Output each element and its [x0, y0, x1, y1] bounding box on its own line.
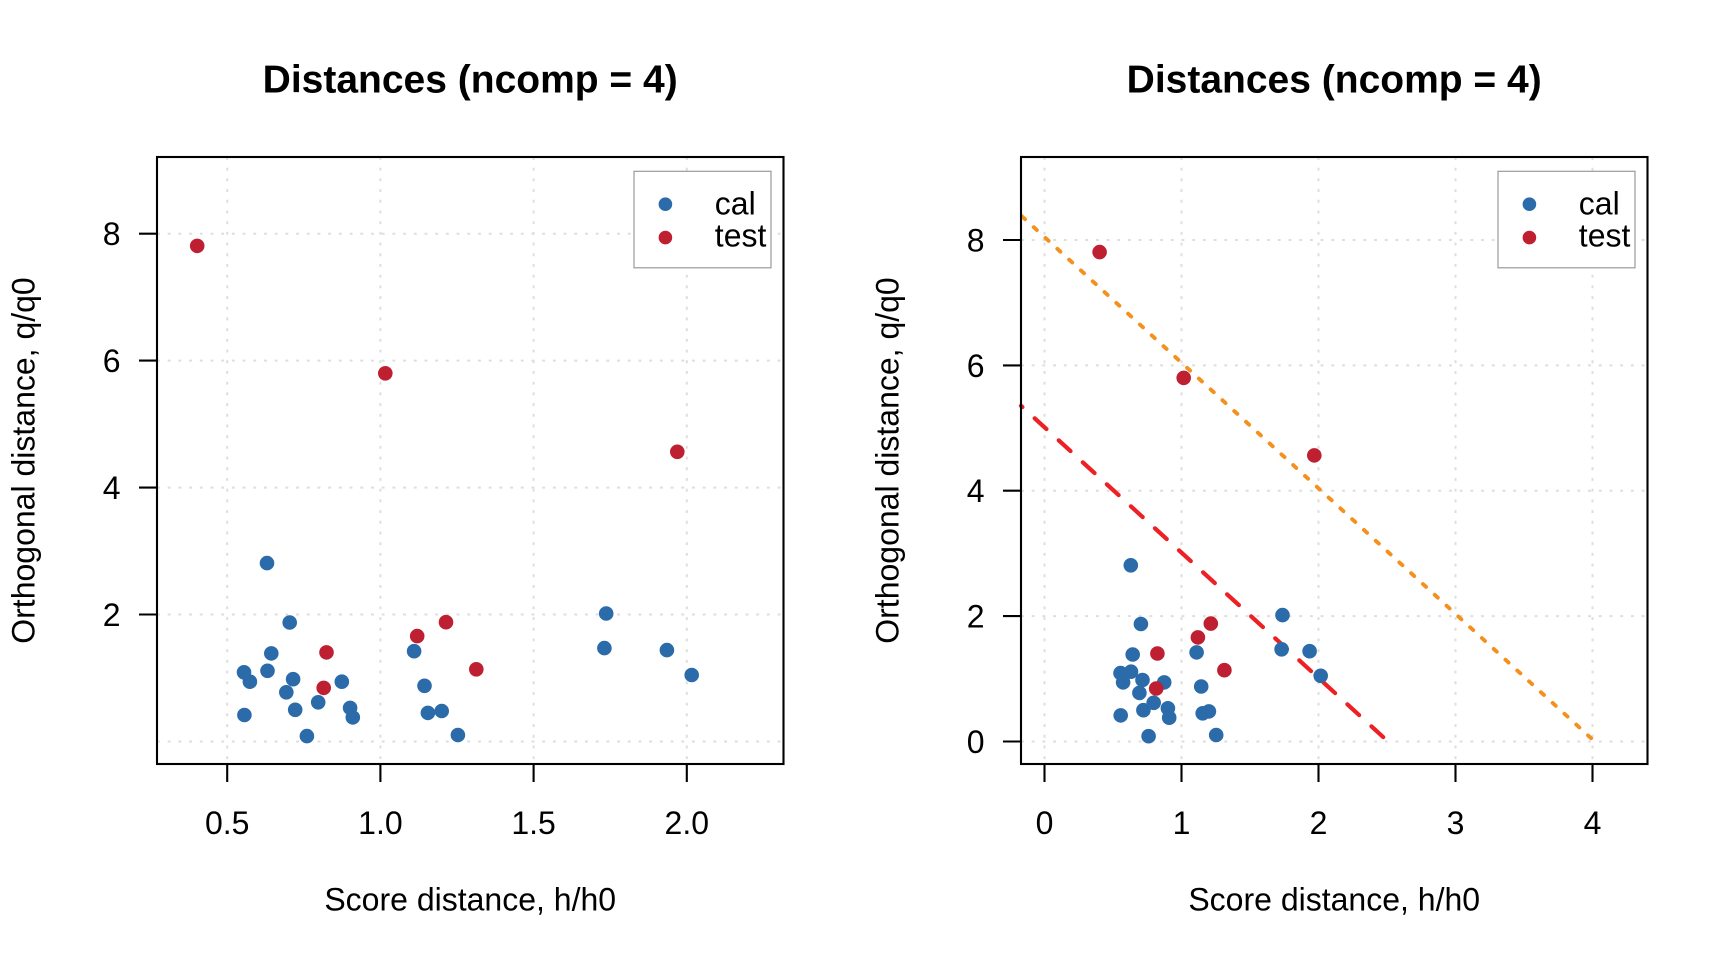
svg-text:test: test — [715, 218, 767, 254]
svg-text:2: 2 — [967, 599, 985, 635]
svg-text:2.0: 2.0 — [665, 805, 709, 841]
svg-text:0: 0 — [1036, 805, 1054, 841]
svg-text:Distances (ncomp = 4): Distances (ncomp = 4) — [263, 59, 678, 102]
svg-text:4: 4 — [1584, 805, 1602, 841]
svg-text:1: 1 — [1173, 805, 1191, 841]
svg-text:1.0: 1.0 — [358, 805, 402, 841]
svg-text:2: 2 — [103, 597, 121, 633]
svg-text:3: 3 — [1447, 805, 1465, 841]
svg-text:cal: cal — [1579, 186, 1620, 222]
svg-text:cal: cal — [715, 186, 756, 222]
svg-text:8: 8 — [103, 216, 121, 252]
svg-text:Score distance, h/h0: Score distance, h/h0 — [1188, 882, 1480, 918]
svg-text:Distances (ncomp = 4): Distances (ncomp = 4) — [1127, 59, 1542, 102]
svg-text:0: 0 — [967, 724, 985, 760]
svg-text:0.5: 0.5 — [205, 805, 249, 841]
svg-text:Orthogonal distance, q/q0: Orthogonal distance, q/q0 — [870, 277, 906, 643]
svg-text:6: 6 — [967, 348, 985, 384]
svg-text:8: 8 — [967, 223, 985, 259]
svg-text:1.5: 1.5 — [511, 805, 555, 841]
svg-text:test: test — [1579, 218, 1631, 254]
svg-text:4: 4 — [103, 470, 121, 506]
svg-text:Score distance, h/h0: Score distance, h/h0 — [324, 882, 616, 918]
svg-text:Orthogonal distance, q/q0: Orthogonal distance, q/q0 — [6, 277, 42, 643]
svg-text:2: 2 — [1310, 805, 1328, 841]
svg-text:4: 4 — [967, 473, 985, 509]
svg-text:6: 6 — [103, 343, 121, 379]
